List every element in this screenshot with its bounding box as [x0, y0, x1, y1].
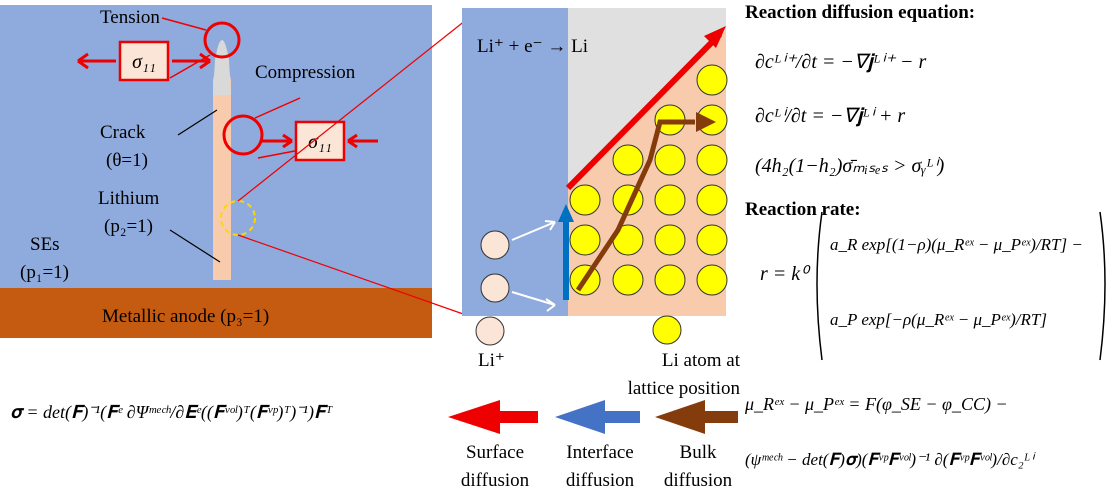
li-atom: [697, 145, 727, 175]
li-atom: [613, 145, 643, 175]
label: (p₂=1): [104, 216, 153, 237]
equation: (4h₂(1−h₂)σ̄ₘᵢₛₑₛ > σᵧᴸⁱ): [755, 155, 945, 177]
li-atom: [697, 185, 727, 215]
legend-label: Surface: [466, 442, 524, 463]
legend-label: Bulk: [680, 442, 717, 463]
legend-label: diffusion: [566, 470, 635, 491]
label: Crack: [100, 122, 146, 143]
li-atom: [570, 225, 600, 255]
equation: ∂cᴸⁱ⁺/∂t = −∇𝐣ᴸⁱ⁺ − r: [755, 51, 926, 73]
legend-label: diffusion: [664, 470, 733, 491]
heading: Reaction diffusion equation:: [745, 2, 975, 23]
equation: a_R exp[(1−ρ)(μ_Rᵉˣ − μ_Pᵉˣ)/RT] −: [830, 235, 1083, 254]
li-atom: [613, 265, 643, 295]
li-atom: [655, 225, 685, 255]
label: Li⁺: [478, 350, 505, 371]
label: Compression: [255, 62, 356, 83]
li-atom: [655, 145, 685, 175]
label: σ₁₁: [132, 51, 156, 73]
legend-label: Interface: [566, 442, 634, 463]
label: (p₁=1): [20, 262, 69, 283]
label: Li⁺ + e⁻ → Li: [477, 36, 588, 57]
li-ion: [476, 317, 504, 345]
li-atom: [570, 185, 600, 215]
label: Lithium: [98, 188, 159, 209]
li-atom: [697, 265, 727, 295]
equation: ∂cᴸⁱ/∂t = −∇𝐣ᴸⁱ + r: [755, 105, 905, 127]
arrowhead: [555, 400, 605, 434]
label: (θ=1): [106, 150, 148, 171]
label: Tension: [100, 7, 160, 28]
label: SEs: [30, 234, 60, 255]
equation: a_P exp[−ρ(μ_Rᵉˣ − μ_Pᵉˣ)/RT]: [830, 310, 1047, 329]
arrowhead: [655, 400, 705, 434]
li-ion: [481, 274, 509, 302]
heading: Reaction rate:: [745, 199, 861, 220]
equation: (ψᵐᵉᶜʰ − det(𝐅)𝛔)(𝐅ᵛᵖ𝐅ᵛᵒˡ)⁻¹ ∂(𝐅ᵛᵖ𝐅ᵛᵒˡ)/…: [745, 450, 1036, 469]
li-atom: [653, 316, 681, 344]
equation: r = k⁰: [760, 263, 811, 285]
equation: μ_Rᵉˣ − μ_Pᵉˣ = F(φ_SE − φ_CC) −: [744, 394, 1008, 415]
arrowhead: [448, 400, 500, 434]
label: Li atom at: [662, 350, 741, 371]
equation: 𝛔 = det(𝐅)⁻¹(𝐅ᵉ ∂Ψᵐᵉᶜʰ/∂𝐄ᵉ((𝐅ᵛᵒˡ)ᵀ(𝐅ᵛᵖ)ᵀ…: [10, 402, 333, 423]
li-atom: [697, 65, 727, 95]
figure: Tension σ₁₁ Compression σ₁₁ Crack (θ=1) …: [0, 0, 1113, 498]
li-atom: [655, 265, 685, 295]
li-atom: [655, 185, 685, 215]
label: Metallic anode (p₃=1): [102, 306, 269, 327]
legend-label: diffusion: [461, 470, 530, 491]
label: lattice position: [628, 378, 741, 399]
li-ion: [481, 231, 509, 259]
li-atom: [697, 225, 727, 255]
